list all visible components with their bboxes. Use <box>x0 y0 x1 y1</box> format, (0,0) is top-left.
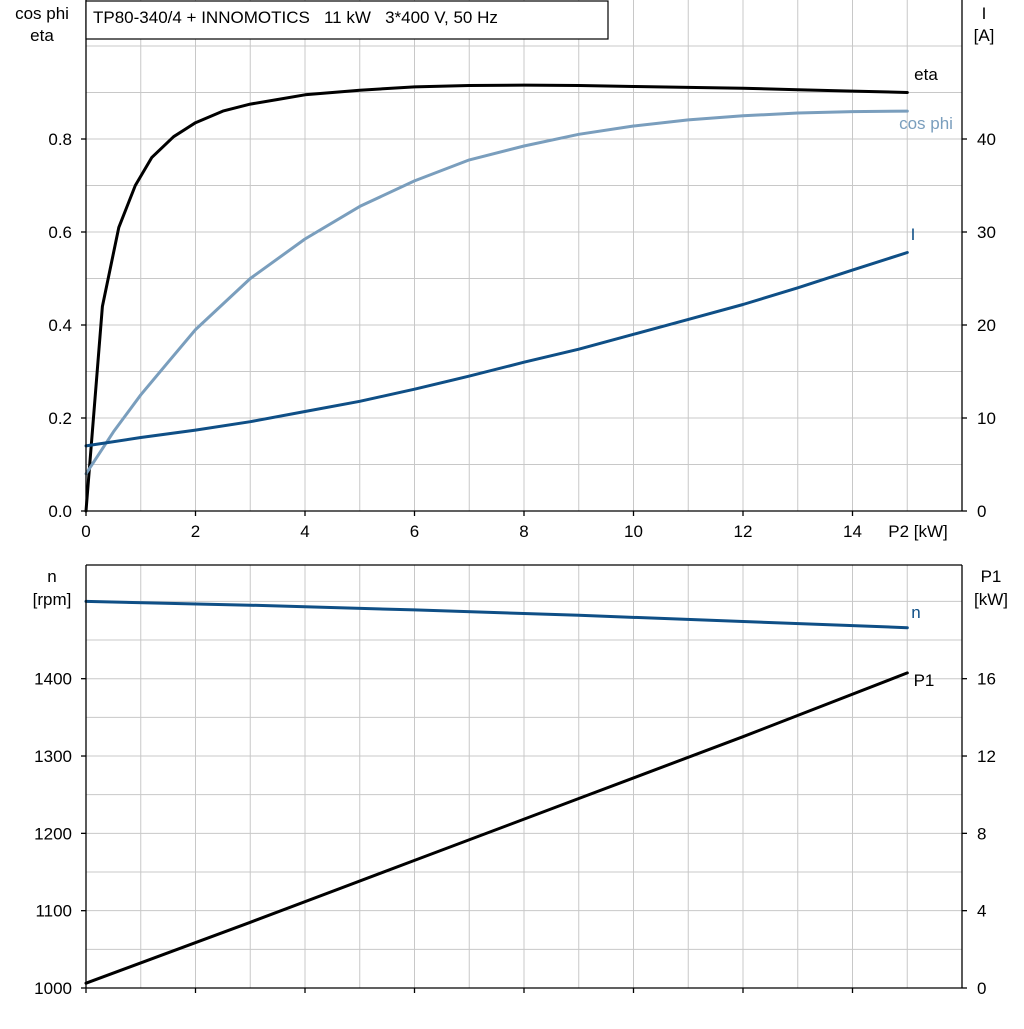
top-right-axis-label-1: I <box>982 4 987 23</box>
y-right-tick-label: 16 <box>977 670 996 689</box>
series-i-label: I <box>911 225 916 244</box>
bottom-right-axis-label-2: [kW] <box>974 590 1008 609</box>
y-right-tick-label: 0 <box>977 502 986 521</box>
y-right-tick-label: 10 <box>977 409 996 428</box>
top-x-axis-label: P2 [kW] <box>888 522 948 541</box>
x-tick-label: 14 <box>843 522 862 541</box>
y-left-tick-label: 1100 <box>35 902 72 921</box>
y-left-tick-label: 0.6 <box>48 223 72 242</box>
y-left-tick-label: 0.0 <box>48 502 72 521</box>
series-p1-line <box>84 671 909 985</box>
bottom-right-axis-label-1: P1 <box>981 567 1002 586</box>
top-right-axis-label-2: [A] <box>974 26 995 45</box>
chart-title: TP80-340/4 + INNOMOTICS 11 kW 3*400 V, 5… <box>93 8 498 27</box>
x-tick-label: 6 <box>410 522 419 541</box>
bottom-left-axis-label-1: n <box>47 567 56 586</box>
y-right-tick-label: 30 <box>977 223 996 242</box>
y-left-tick-label: 0.8 <box>48 130 72 149</box>
y-left-tick-label: 1000 <box>34 979 72 998</box>
title-box <box>85 0 609 40</box>
top-left-axis-label-2: eta <box>30 26 54 45</box>
y-left-tick-label: 0.4 <box>48 316 72 335</box>
y-right-tick-label: 20 <box>977 316 996 335</box>
y-right-tick-label: 12 <box>977 747 996 766</box>
series-cos-phi-line <box>84 109 909 476</box>
grid-layer <box>86 0 962 988</box>
x-tick-label: 2 <box>191 522 200 541</box>
series-i-line <box>84 251 909 448</box>
frame-layer <box>81 0 967 993</box>
y-right-tick-label: 40 <box>977 130 996 149</box>
tick-label-layer: 0 2 4 6 8 10 12 140.00.20.40.60.801020304010001… <box>34 130 996 998</box>
series-n-line <box>84 599 909 630</box>
x-tick-label: 0 <box>81 522 90 541</box>
y-left-tick-label: 1200 <box>34 824 72 843</box>
series-eta-line <box>84 83 909 513</box>
bottom-left-axis-label-2: [rpm] <box>33 590 72 609</box>
y-right-tick-label: 8 <box>977 824 986 843</box>
series-cos-phi-label: cos phi <box>899 114 953 133</box>
x-tick-label: 12 <box>734 522 753 541</box>
x-tick-label: 10 <box>624 522 643 541</box>
series-n-label: n <box>911 603 920 622</box>
series-p1-label: P1 <box>914 671 935 690</box>
y-right-tick-label: 0 <box>977 979 986 998</box>
top-left-axis-label-1: cos phi <box>15 4 69 23</box>
y-left-tick-label: 1300 <box>34 747 72 766</box>
y-left-tick-label: 1400 <box>34 670 72 689</box>
x-tick-label: 8 <box>519 522 528 541</box>
y-right-tick-label: 4 <box>977 902 986 921</box>
series-eta-label: eta <box>914 65 938 84</box>
series-label-layer: eta cos phi In P1 <box>899 65 953 690</box>
curve-layer <box>84 83 909 985</box>
y-left-tick-label: 0.2 <box>48 409 72 428</box>
x-tick-label: 4 <box>300 522 309 541</box>
